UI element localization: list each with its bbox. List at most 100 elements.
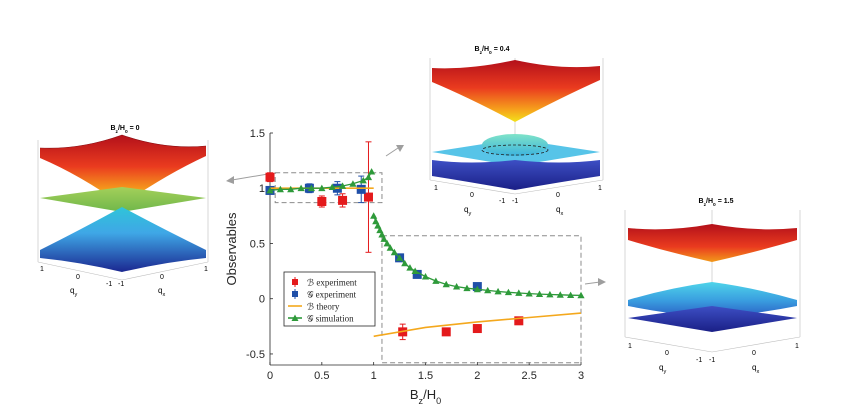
data-point-triangle — [383, 239, 391, 247]
inset-mid-qx: qx — [556, 205, 563, 217]
inset-mid-tick: 0 — [556, 192, 560, 199]
y-tick-label: 0.5 — [250, 238, 265, 250]
arrow-to-mid — [385, 147, 399, 157]
y-tick-label: 0 — [259, 294, 265, 306]
legend-swatch — [292, 279, 298, 285]
inset-zero: Bz/H0 = 0 1 0 -1 -1 0 1 qy qx — [37, 125, 209, 298]
inset-high-tick: 1 — [795, 343, 799, 350]
zoom-region-box — [381, 235, 582, 364]
data-point-triangle — [556, 291, 564, 298]
y-tick-label: 1 — [259, 183, 265, 195]
data-point-triangle — [504, 288, 513, 296]
inset-high-tick: -1 — [709, 357, 715, 364]
data-point-triangle — [338, 182, 347, 189]
data-point-triangle — [401, 259, 409, 267]
arrowhead-zero — [226, 176, 234, 184]
inset-high-tick: 1 — [628, 343, 632, 350]
inset-mid-tick: 1 — [598, 185, 602, 192]
inset-zero-upper-band — [40, 135, 206, 205]
data-point-triangle — [546, 290, 554, 298]
inset-zero-tick: 1 — [204, 266, 208, 273]
inset-mid-tick: 0 — [470, 192, 474, 199]
data-point-triangle — [535, 290, 544, 297]
y-tick-label: 1.5 — [250, 128, 265, 140]
inset-high-middle-band — [628, 282, 797, 318]
data-point-square — [514, 316, 524, 326]
data-point-triangle — [406, 264, 414, 271]
x-tick-label: 2.5 — [522, 370, 537, 382]
data-point-triangle — [349, 180, 357, 187]
arrow-to-high — [584, 281, 601, 285]
data-point-square — [265, 172, 275, 182]
inset-mid-tick: -1 — [499, 198, 505, 205]
arrowhead-high — [598, 278, 606, 286]
data-point-triangle — [287, 185, 295, 193]
legend-label: ℬ theory — [307, 302, 340, 312]
data-point-square — [441, 327, 451, 337]
data-point-triangle — [411, 267, 419, 274]
inset-zero-title: Bz/H0 = 0 — [110, 125, 139, 135]
main-chart: 0 0.5 1 1.5 2 2.5 3-0.500.511.5Bz/H0Observable… — [224, 128, 585, 406]
data-point-triangle — [266, 186, 274, 194]
data-point-triangle — [484, 286, 492, 294]
inset-high-tick: 0 — [665, 350, 669, 357]
data-point-triangle — [395, 254, 404, 261]
inset-zero-tick: 1 — [40, 266, 44, 273]
inset-mid-upper-band — [432, 60, 600, 122]
data-point-triangle — [463, 284, 471, 292]
inset-zero-tick: -1 — [106, 281, 112, 288]
inset-high-title: Bz/H0 = 1.5 — [699, 198, 734, 208]
data-point-triangle — [364, 173, 373, 181]
inset-mid: Bz/H0 = 0.4 1 0 -1 -1 0 1 qy qx — [429, 46, 604, 217]
data-point-triangle — [359, 176, 367, 184]
data-point-triangle — [376, 226, 384, 234]
inset-zero-tick: -1 — [118, 281, 124, 288]
inset-mid-qy: qy — [464, 205, 471, 217]
x-tick-label: 3 — [578, 370, 584, 382]
y-tick-label: -0.5 — [246, 349, 265, 361]
x-tick-label: 2 — [474, 370, 480, 382]
data-point-triangle — [442, 280, 450, 288]
legend-label: 𝒢 simulation — [307, 314, 354, 324]
data-point-triangle — [380, 235, 388, 242]
data-point-triangle — [370, 212, 378, 219]
x-axis-label: Bz/H0 — [410, 387, 441, 406]
inset-mid-tick: -1 — [512, 198, 518, 205]
data-point-triangle — [372, 217, 380, 225]
data-point-triangle — [515, 289, 523, 296]
inset-mid-lower-band — [432, 160, 600, 190]
inset-high-qy: qy — [659, 363, 666, 375]
data-point-triangle — [297, 184, 305, 192]
legend-swatch — [292, 291, 298, 297]
data-point-triangle — [374, 222, 382, 229]
inset-zero-tick: 0 — [160, 274, 164, 281]
inset-zero-tick: 0 — [76, 274, 80, 281]
series-3 — [266, 168, 585, 299]
connector-arrows — [226, 145, 606, 286]
legend: ℬ experiment 𝒢 experiment ℬ theory 𝒢 simula… — [283, 271, 376, 327]
inset-high: Bz/H0 = 1.5 1 0 -1 -1 0 1 qy qx — [624, 198, 801, 375]
legend-box — [283, 271, 376, 327]
data-point-triangle — [525, 290, 533, 297]
inset-high-tick: -1 — [696, 357, 702, 364]
data-point-triangle — [386, 244, 394, 251]
inset-zero-qy: qy — [70, 286, 77, 298]
data-point-triangle — [432, 277, 440, 284]
data-point-triangle — [307, 184, 316, 192]
inset-mid-title: Bz/H0 = 0.4 — [475, 46, 510, 56]
data-point-triangle — [473, 285, 481, 293]
inset-high-lower-band — [628, 306, 797, 332]
inset-mid-tick: 1 — [434, 185, 438, 192]
x-tick-label: 1 — [371, 370, 377, 382]
data-point-square — [338, 195, 348, 205]
x-tick-label: 0 — [267, 370, 273, 382]
data-point-triangle — [378, 231, 386, 238]
data-point-triangle — [367, 168, 376, 175]
data-point-triangle — [390, 248, 398, 256]
data-point-square — [472, 324, 482, 334]
data-point-triangle — [577, 291, 585, 299]
y-axis-label: Observables — [224, 212, 239, 285]
x-tick-label: 1.5 — [418, 370, 433, 382]
data-point-triangle — [453, 282, 461, 290]
